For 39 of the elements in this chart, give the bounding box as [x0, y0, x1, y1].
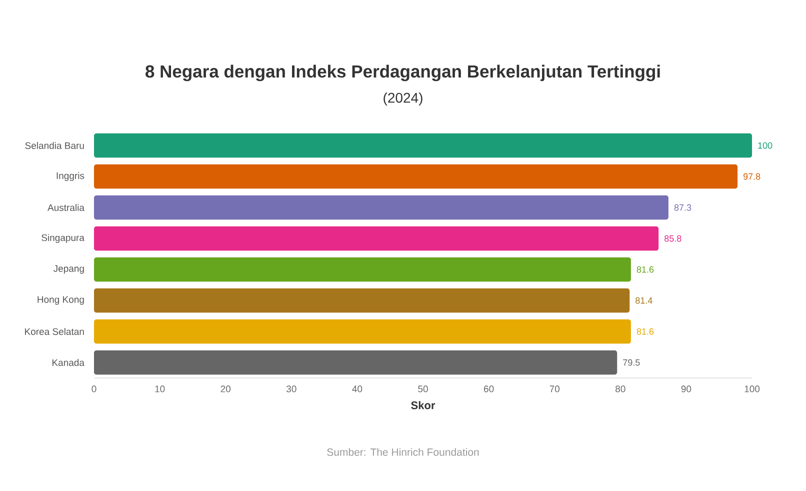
chart-subtitle: (2024) — [384, 92, 422, 106]
bar — [94, 319, 631, 344]
x-tick-label: 10 — [155, 386, 165, 392]
x-tick-label: 70 — [550, 386, 560, 392]
data-label: 85.8 — [664, 235, 682, 242]
bar — [94, 195, 668, 220]
bar — [94, 226, 659, 251]
data-label: 87.3 — [674, 204, 692, 211]
y-tick-label: Selandia Baru — [25, 142, 84, 149]
x-tick-label: 100 — [744, 386, 760, 392]
x-tick-label: 50 — [418, 386, 428, 392]
x-tick-label: 90 — [681, 386, 692, 392]
text: Sumber: The Hinrich Foundation — [327, 448, 479, 456]
data-label: 79.5 — [623, 359, 640, 366]
x-tick-label: 60 — [484, 386, 494, 392]
chart-title: 8 Negara dengan Indeks Perdagangan Berkelanjutan Tertinggi — [146, 64, 660, 82]
data-label: 81.6 — [636, 328, 654, 335]
data-label: 81.6 — [636, 266, 654, 273]
y-tick-label: Jepang — [53, 265, 84, 274]
bar — [94, 257, 631, 282]
y-tick-label: Singapura — [42, 234, 84, 243]
y-tick-label: Inggris — [56, 172, 84, 181]
y-tick-label: Hong Kong — [38, 296, 84, 305]
x-tick-label: 40 — [352, 386, 362, 392]
bar — [94, 164, 738, 189]
x-tick-label: 0 — [92, 386, 96, 392]
bar — [94, 133, 752, 158]
x-tick-label: 80 — [616, 386, 626, 392]
y-tick-label: Kanada — [52, 359, 84, 366]
x-tick-label: 20 — [220, 386, 231, 392]
y-tick-label: Korea Selatan — [25, 328, 84, 335]
y-tick-label: Australia — [48, 204, 84, 211]
x-tick-label: 30 — [286, 386, 296, 392]
data-label: 100 — [758, 142, 772, 149]
data-label: 97.8 — [743, 173, 760, 180]
bar — [94, 350, 618, 375]
x-axis-title: Skor — [411, 401, 436, 410]
bar — [94, 288, 630, 313]
data-label: 81.4 — [636, 297, 652, 304]
